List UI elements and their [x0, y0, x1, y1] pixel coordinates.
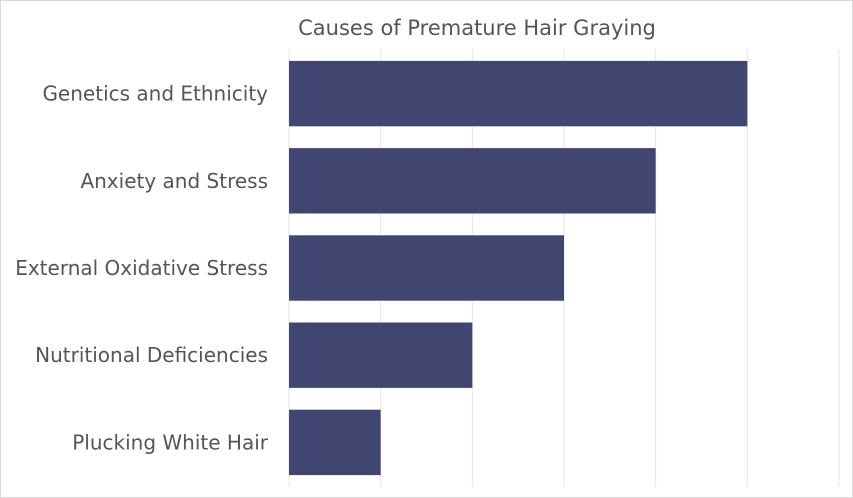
category-label: Plucking White Hair	[72, 430, 269, 454]
bar	[289, 235, 564, 301]
bar	[289, 148, 656, 214]
chart-title: Causes of Premature Hair Graying	[298, 16, 656, 40]
category-label: Genetics and Ethnicity	[42, 82, 268, 106]
bar	[289, 60, 748, 127]
category-labels: Genetics and Ethnicity Anxiety and Stress…	[15, 82, 269, 455]
category-label: Nutritional Deficiencies	[35, 343, 268, 367]
bar	[289, 322, 473, 388]
category-label: Anxiety and Stress	[80, 169, 268, 193]
bar	[289, 409, 381, 476]
category-label: External Oxidative Stress	[15, 256, 268, 280]
bars	[289, 60, 748, 476]
